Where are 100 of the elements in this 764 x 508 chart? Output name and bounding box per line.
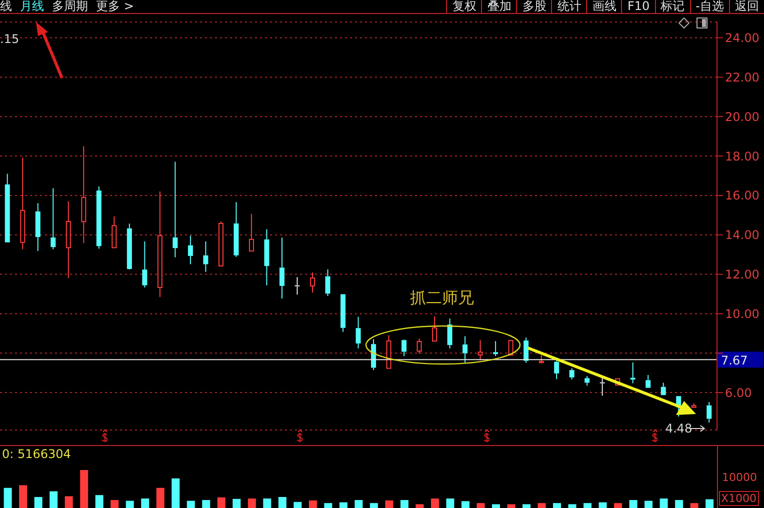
candlestick: [203, 240, 208, 272]
bar: [172, 478, 180, 508]
candlestick: [706, 402, 712, 424]
y-tick-label: 14.00: [725, 228, 760, 242]
bar: [385, 500, 394, 508]
bar: [553, 503, 562, 508]
bar: [644, 500, 653, 508]
candlestick: [294, 276, 300, 296]
text: 月线: [20, 0, 44, 15]
bar: [324, 503, 332, 508]
bar: [232, 498, 241, 508]
bar: [80, 470, 88, 508]
candlestick: [20, 157, 26, 250]
bar: [706, 499, 714, 508]
bar: [95, 495, 104, 508]
y-tick-label: 12.00: [725, 268, 760, 282]
candlestick: [188, 235, 193, 265]
candlestick: [81, 146, 86, 244]
bar: [141, 498, 150, 508]
bar: [354, 500, 363, 508]
text: 更多 >: [96, 0, 134, 15]
text: 10000: [722, 471, 757, 484]
bar: [598, 502, 607, 508]
bar: [629, 500, 638, 508]
bar: [584, 503, 592, 508]
bar: [416, 504, 424, 508]
y-tick-label: 6.00: [725, 386, 752, 400]
bar: [156, 488, 164, 508]
text: -自选: [690, 0, 729, 13]
y-tick-label: 24.00: [725, 31, 760, 46]
candlestick: [462, 336, 468, 364]
bar: [446, 498, 454, 508]
bar: [202, 500, 210, 508]
bar: [278, 496, 286, 508]
text: 统计: [551, 0, 586, 13]
text: 多周期: [52, 0, 88, 15]
ref-line-label: 7.67: [721, 354, 748, 368]
bar: [308, 500, 317, 508]
text: X1000: [719, 491, 759, 506]
bar: [50, 491, 58, 508]
candlestick: [172, 161, 178, 258]
text: 线: [0, 0, 12, 15]
annotation: .15: [0, 32, 20, 46]
bar: [294, 502, 302, 508]
bar: [263, 498, 272, 508]
bar: [217, 497, 226, 508]
bar: [476, 503, 485, 508]
candlestick: [493, 340, 498, 357]
y-tick-label: 22.00: [725, 70, 760, 84]
candlestick: [279, 237, 284, 300]
annotation: 抓二师兄: [410, 288, 474, 309]
bar: [522, 504, 530, 508]
bar: [461, 501, 470, 508]
candlestick: [264, 228, 270, 286]
candlestick: [96, 186, 102, 250]
candlestick: [524, 337, 529, 364]
text: 标记: [654, 0, 690, 13]
text: 画线: [586, 0, 622, 13]
bar: [19, 485, 28, 508]
bar: [538, 503, 546, 508]
bar: [339, 502, 348, 508]
bar: [675, 500, 684, 508]
bar: [660, 498, 668, 508]
annotation: 4.48: [665, 422, 692, 436]
bar: [370, 503, 378, 508]
candlestick: [126, 223, 132, 269]
bar: [186, 500, 195, 508]
bar: [690, 503, 698, 508]
text: 多股: [516, 0, 552, 13]
y-tick-label: 16.00: [725, 188, 760, 203]
bar: [430, 498, 439, 508]
candlestick: [234, 202, 239, 258]
candlestick: [402, 340, 407, 357]
text: 0: 5166304: [2, 447, 71, 461]
candlestick: [554, 360, 560, 380]
bar: [492, 504, 500, 508]
y-tick-label: 18.00: [725, 149, 760, 164]
bar: [64, 496, 73, 508]
candlestick: [66, 200, 71, 279]
bar: [248, 498, 256, 508]
y-tick-label: 20.00: [725, 110, 760, 124]
candlestick: [157, 191, 162, 298]
text: F10: [621, 0, 655, 13]
bar: [507, 504, 516, 508]
candlestick: [50, 188, 56, 250]
text: 返回: [729, 0, 764, 13]
text: 复权: [446, 0, 482, 13]
candlestick: [447, 318, 452, 349]
bar: [400, 500, 408, 508]
bar: [110, 500, 119, 508]
candlestick: [35, 202, 40, 252]
bar: [568, 504, 576, 508]
bar: [614, 503, 622, 508]
text: 叠加: [481, 0, 516, 13]
y-tick-label: 10.00: [725, 306, 760, 321]
candlestick: [325, 268, 330, 296]
bar: [4, 488, 12, 508]
bar: [34, 496, 42, 508]
bar: [126, 500, 134, 508]
candlestick: [356, 316, 361, 349]
